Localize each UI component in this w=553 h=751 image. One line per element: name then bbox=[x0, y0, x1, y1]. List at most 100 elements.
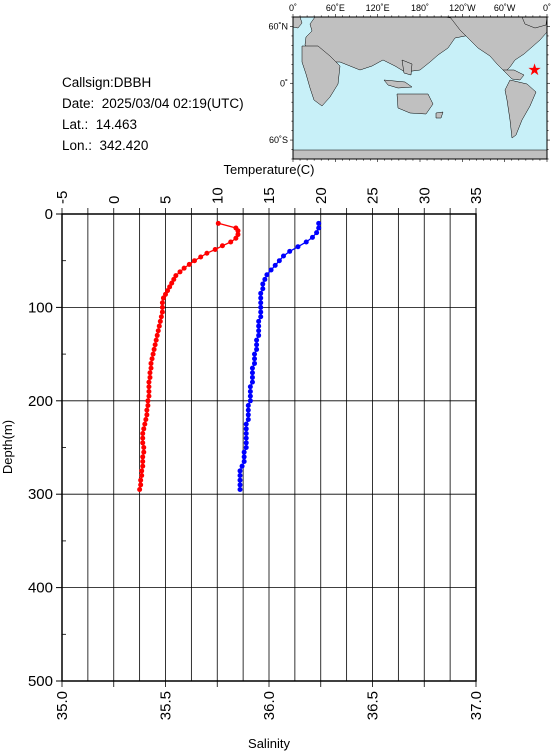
salinity-data-point bbox=[239, 463, 245, 469]
temperature-tick-label: -5 bbox=[54, 191, 71, 204]
temperature-data-point bbox=[140, 459, 146, 465]
map-left-tick-60n: 60˚N bbox=[268, 21, 288, 31]
temperature-data-point bbox=[144, 412, 150, 418]
salinity-tick-label: 35.0 bbox=[54, 691, 71, 720]
salinity-data-point bbox=[287, 248, 293, 254]
temperature-data-point bbox=[167, 284, 173, 290]
temperature-data-point bbox=[228, 239, 234, 245]
temperature-tick-label: 20 bbox=[313, 187, 330, 204]
salinity-data-point bbox=[276, 258, 282, 264]
temperature-data-point bbox=[141, 445, 147, 450]
minor-ticks bbox=[56, 208, 477, 687]
temperature-data-point bbox=[177, 269, 183, 275]
map-land bbox=[292, 16, 548, 160]
depth-tick-label: 400 bbox=[28, 580, 53, 597]
profile-chart: -5 0 5 10 15 20 25 30 35 35.0 35.5 36.0 … bbox=[0, 162, 485, 751]
temperature-data-point bbox=[151, 346, 157, 352]
salinity-data-point bbox=[260, 281, 266, 287]
salinity-data-point bbox=[237, 473, 243, 479]
temperature-data-point bbox=[191, 258, 197, 264]
temperature-data-point bbox=[235, 228, 241, 234]
map-top-tick-360: 0˚ bbox=[543, 3, 551, 13]
salinity-tick-label: 36.0 bbox=[261, 691, 278, 720]
temperature-axis-label: Temperature(C) bbox=[223, 162, 314, 177]
salinity-data-point bbox=[258, 314, 264, 320]
land-shape-9 bbox=[504, 79, 537, 139]
map-left-tick-60s: 60˚S bbox=[269, 135, 288, 145]
salinity-data-point bbox=[237, 487, 243, 493]
salinity-data-point bbox=[254, 346, 260, 352]
temperature-data-point bbox=[156, 323, 162, 329]
temperature-data-point bbox=[147, 374, 153, 380]
temperature-data-point bbox=[153, 337, 159, 343]
land-shape-3 bbox=[401, 59, 413, 76]
land-shape-11 bbox=[292, 149, 548, 160]
temperature-data-point bbox=[204, 250, 210, 256]
temperature-tick-label: 25 bbox=[365, 187, 382, 204]
land-shape-7 bbox=[449, 16, 548, 73]
temperature-data-point bbox=[149, 356, 155, 362]
temperature-data-point bbox=[155, 328, 161, 334]
salinity-data-point bbox=[237, 482, 243, 488]
map-top-tick-0: 0˚ bbox=[289, 3, 297, 13]
salinity-data-point bbox=[252, 360, 258, 366]
temperature-data-point bbox=[154, 332, 160, 338]
salinity-data-point bbox=[256, 328, 262, 334]
temperature-tick-label: 10 bbox=[209, 187, 226, 204]
land-shape-8 bbox=[502, 69, 525, 81]
temperature-data-point bbox=[140, 435, 146, 441]
temperature-data-point bbox=[215, 220, 221, 226]
temperature-data-point bbox=[186, 261, 192, 267]
salinity-data-point bbox=[241, 454, 247, 460]
temperature-data-point bbox=[169, 280, 175, 286]
temperature-data-point bbox=[146, 379, 152, 385]
temperature-data-point bbox=[141, 426, 147, 432]
temperature-data-point bbox=[212, 246, 218, 252]
salinity-data-point bbox=[262, 276, 268, 282]
salinity-data-point bbox=[247, 393, 253, 399]
salinity-data-point bbox=[280, 253, 286, 259]
temperature-data-point bbox=[160, 295, 166, 301]
salinity-data-point bbox=[243, 430, 249, 436]
temperature-data-point bbox=[146, 393, 152, 399]
salinity-data-point bbox=[252, 356, 258, 362]
map-left-tick-0: 0˚ bbox=[280, 78, 288, 88]
land-shape-6 bbox=[435, 111, 444, 119]
salinity-data-point bbox=[260, 286, 266, 292]
temperature-data-point bbox=[146, 384, 152, 390]
temperature-data-point bbox=[150, 351, 156, 357]
salinity-data-point bbox=[247, 398, 253, 404]
salinity-data-point bbox=[264, 272, 270, 278]
map-top-tick-60w: 60˚W bbox=[494, 3, 516, 13]
salinity-data-point bbox=[245, 407, 251, 413]
temperature-data-point bbox=[140, 430, 146, 436]
longitude-text: Lon.: 342.420 bbox=[62, 138, 149, 153]
temperature-data-point bbox=[198, 254, 204, 260]
temperature-tick-label: 30 bbox=[416, 187, 433, 204]
temperature-data-point bbox=[173, 273, 179, 279]
salinity-data-point bbox=[243, 421, 249, 427]
temperature-data-point bbox=[219, 243, 225, 249]
salinity-data-point bbox=[252, 351, 258, 357]
temperature-data-point bbox=[139, 473, 145, 479]
salinity-data-point bbox=[243, 435, 249, 441]
station-marker-icon: ★ bbox=[527, 60, 541, 79]
temperature-data-point bbox=[235, 232, 241, 238]
salinity-data-point bbox=[243, 440, 249, 446]
salinity-data-point bbox=[256, 323, 262, 329]
salinity-data-point bbox=[249, 374, 255, 380]
temperature-data-point bbox=[143, 416, 149, 422]
temperature-data-point bbox=[171, 276, 177, 282]
salinity-data-point bbox=[258, 300, 264, 306]
date-text: Date: 2025/03/04 02:19(UTC) bbox=[62, 96, 244, 111]
depth-tick-label: 0 bbox=[45, 206, 53, 223]
temperature-data-point bbox=[144, 407, 150, 413]
temperature-data-point bbox=[163, 291, 168, 297]
salinity-data-point bbox=[237, 477, 243, 483]
salinity-data-point bbox=[243, 445, 249, 450]
land-shape-2 bbox=[301, 45, 341, 107]
temperature-data-point bbox=[152, 342, 158, 348]
temperature-data-point bbox=[138, 482, 144, 488]
plot-frame bbox=[61, 213, 477, 682]
salinity-data-point bbox=[258, 290, 264, 296]
